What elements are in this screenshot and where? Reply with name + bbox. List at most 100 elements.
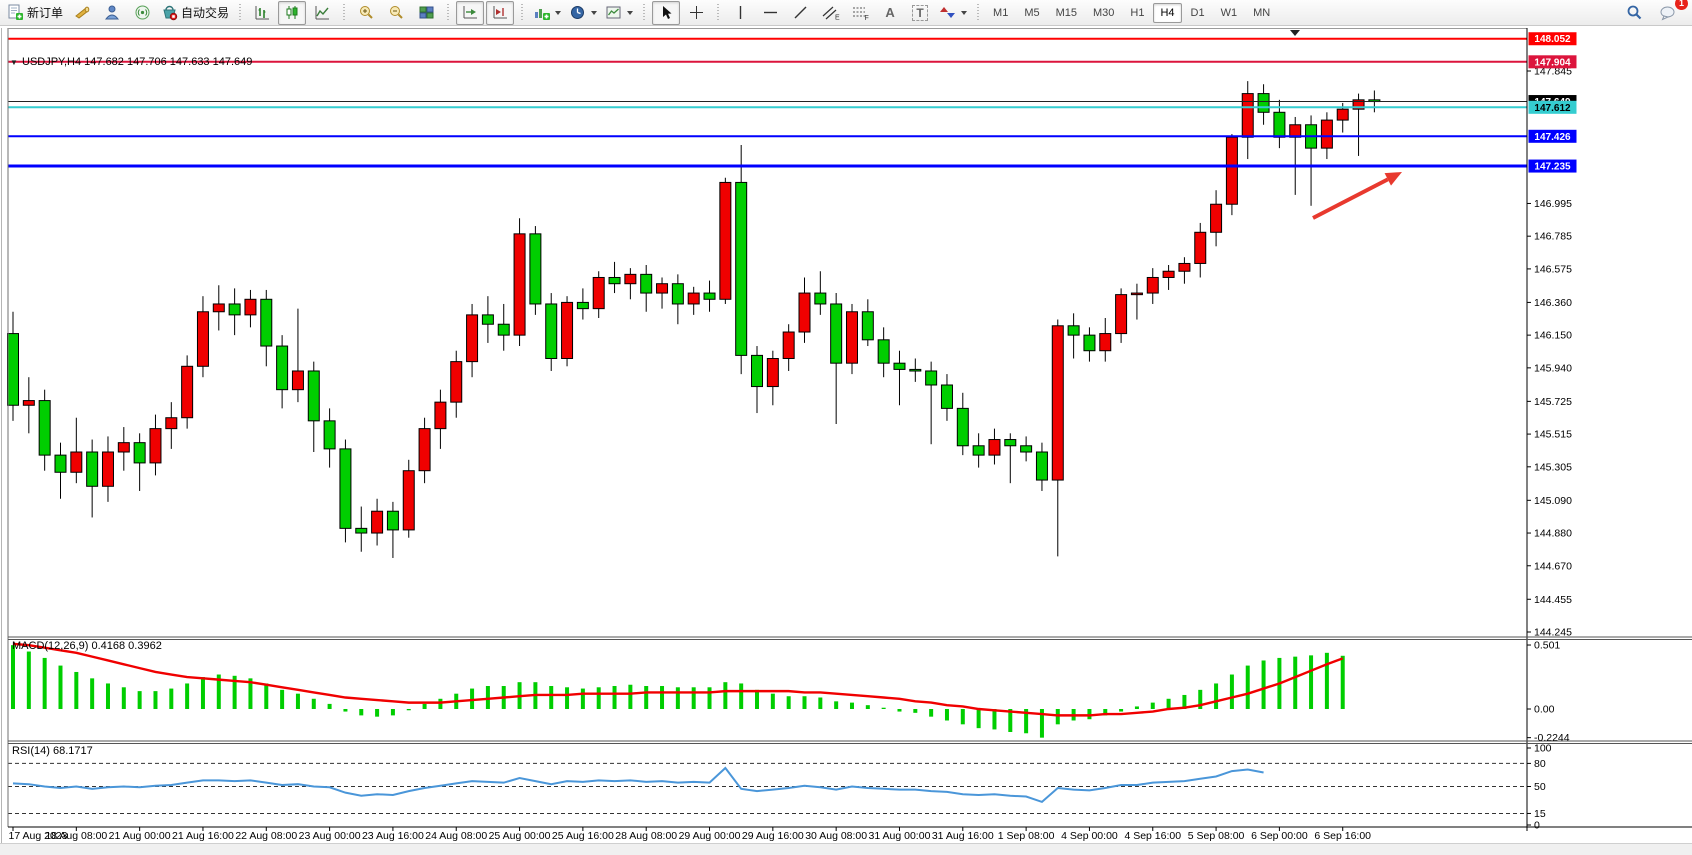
toolbar-grip[interactable] bbox=[519, 3, 526, 22]
candle-body-bear bbox=[7, 333, 19, 406]
candle-body-bull bbox=[22, 400, 35, 406]
candle-body-bull bbox=[656, 283, 669, 294]
macd-histogram-bar bbox=[644, 686, 649, 709]
price-tick-label: 146.995 bbox=[1534, 198, 1572, 210]
candle-body-bull bbox=[165, 417, 178, 430]
price-level-badge bbox=[1528, 100, 1577, 114]
time-tick-label: 22 Aug 08:00 bbox=[235, 830, 297, 842]
candle-body-bear bbox=[529, 233, 542, 305]
symbol-dropdown-icon[interactable]: ▼ bbox=[10, 58, 18, 67]
periods-button[interactable] bbox=[566, 1, 600, 25]
candlestick-chart-button[interactable] bbox=[278, 0, 307, 25]
toolbar-grip[interactable] bbox=[715, 3, 722, 22]
macd-histogram-bar bbox=[1150, 702, 1155, 709]
macd-histogram-bar bbox=[375, 709, 380, 717]
indicators-button[interactable] bbox=[530, 1, 564, 25]
horizontal-line-button[interactable] bbox=[756, 1, 784, 25]
crosshair-button[interactable] bbox=[682, 1, 710, 25]
candle-body-bull bbox=[845, 311, 858, 364]
equidistant-channel-button[interactable]: E bbox=[816, 1, 844, 25]
macd-tick-label: 0.501 bbox=[1534, 640, 1560, 652]
candle-body-bull bbox=[1162, 270, 1175, 278]
macd-histogram-bar bbox=[1024, 709, 1029, 734]
rsi-tick-label: 80 bbox=[1534, 758, 1546, 770]
notifications-button[interactable]: 1 bbox=[1654, 0, 1688, 25]
macd-tick-label: 0.00 bbox=[1534, 704, 1555, 716]
macd-histogram-bar bbox=[1293, 656, 1298, 709]
macd-histogram-bar bbox=[232, 675, 237, 709]
text-button[interactable]: A bbox=[876, 1, 904, 25]
chart-shift-icon bbox=[493, 6, 507, 19]
macd-histogram-bar bbox=[992, 709, 997, 730]
candle-body-bull bbox=[798, 292, 811, 333]
arrow-annotation[interactable] bbox=[1312, 177, 1389, 220]
line-chart-button[interactable] bbox=[308, 1, 336, 25]
macd-histogram-bar bbox=[944, 709, 949, 721]
vertical-line-button[interactable] bbox=[726, 1, 754, 25]
timeframe-w1[interactable]: W1 bbox=[1220, 6, 1238, 19]
macd-histogram-bar bbox=[406, 709, 411, 711]
price-level-badge bbox=[1528, 129, 1577, 143]
window-bottom-edge bbox=[0, 843, 1692, 855]
chart-area[interactable]: 147.845 146.995 146.785 146.575 146.360 146.1… bbox=[0, 26, 1692, 843]
toolbar-grip[interactable] bbox=[341, 3, 348, 22]
auto-trading-button[interactable]: 自动交易 bbox=[158, 1, 232, 25]
cursor-button[interactable] bbox=[652, 0, 681, 25]
candle-body-bull bbox=[434, 401, 447, 430]
chart-plot[interactable]: 147.845 146.995 146.785 146.575 146.360 146.1… bbox=[0, 26, 1692, 855]
candle-body-bear bbox=[861, 311, 874, 341]
auto-scroll-button[interactable] bbox=[456, 0, 485, 25]
price-tick-label: 147.845 bbox=[1534, 66, 1572, 78]
new-order-button[interactable]: 新订单 bbox=[4, 1, 66, 25]
macd-histogram-bar bbox=[1309, 655, 1314, 709]
price-tick-label: 144.455 bbox=[1534, 594, 1572, 606]
macd-histogram-bar bbox=[1261, 660, 1266, 709]
zoom-in-button[interactable] bbox=[352, 1, 380, 25]
macd-histogram-bar bbox=[1166, 698, 1171, 709]
text-label-button[interactable]: T bbox=[906, 1, 934, 25]
timeframe-m1[interactable]: M1 bbox=[993, 6, 1009, 19]
candle-body-bear bbox=[323, 420, 336, 450]
fibonacci-button[interactable]: F bbox=[846, 1, 874, 25]
macd-histogram-bar bbox=[58, 665, 63, 709]
timeframe-h1[interactable]: H1 bbox=[1130, 6, 1145, 19]
zoom-out-button[interactable] bbox=[382, 1, 410, 25]
timeframe-m5[interactable]: M5 bbox=[1024, 6, 1040, 19]
channel-e-glyph: E bbox=[835, 15, 840, 22]
candle-body-bull bbox=[1225, 136, 1238, 205]
arrow-annotation-head[interactable] bbox=[1384, 172, 1402, 186]
horizontal-line-icon bbox=[763, 11, 777, 14]
timeframe-h4[interactable]: H4 bbox=[1153, 2, 1182, 23]
macd-histogram-bar bbox=[834, 701, 839, 709]
toolbar-grip[interactable] bbox=[975, 3, 982, 22]
timeframe-mn[interactable]: MN bbox=[1253, 6, 1271, 19]
toolbar-grip[interactable] bbox=[445, 3, 452, 22]
candle-body-bull bbox=[719, 181, 732, 300]
candle-body-bear bbox=[972, 445, 985, 456]
templates-button[interactable] bbox=[602, 1, 636, 25]
timeframe-m30[interactable]: M30 bbox=[1093, 6, 1115, 19]
macd-histogram-bar bbox=[1008, 709, 1013, 732]
search-button[interactable] bbox=[1620, 1, 1648, 25]
arrows-button[interactable] bbox=[936, 1, 970, 25]
candle-body-bear bbox=[1273, 111, 1286, 138]
tile-windows-button[interactable] bbox=[412, 1, 440, 25]
candle-body-bear bbox=[640, 273, 653, 294]
alert-horn-button[interactable] bbox=[68, 1, 96, 25]
chat-icon bbox=[1660, 6, 1675, 21]
signal-button[interactable] bbox=[128, 1, 156, 25]
time-tick-label: 28 Aug 08:00 bbox=[615, 830, 677, 842]
toolbar-grip[interactable] bbox=[237, 3, 244, 22]
candle-body-bull bbox=[181, 365, 194, 419]
profile-button[interactable] bbox=[98, 1, 126, 25]
trendline-button[interactable] bbox=[786, 1, 814, 25]
candle-body-bear bbox=[260, 298, 273, 347]
price-tick-label: 146.785 bbox=[1534, 231, 1572, 243]
macd-histogram-bar bbox=[359, 709, 364, 716]
timeframe-d1[interactable]: D1 bbox=[1190, 6, 1205, 19]
chart-shift-button[interactable] bbox=[486, 0, 515, 25]
bar-chart-button[interactable] bbox=[248, 1, 276, 25]
toolbar-grip[interactable] bbox=[641, 3, 648, 22]
time-tick-label: 21 Aug 00:00 bbox=[109, 830, 171, 842]
timeframe-m15[interactable]: M15 bbox=[1055, 6, 1077, 19]
